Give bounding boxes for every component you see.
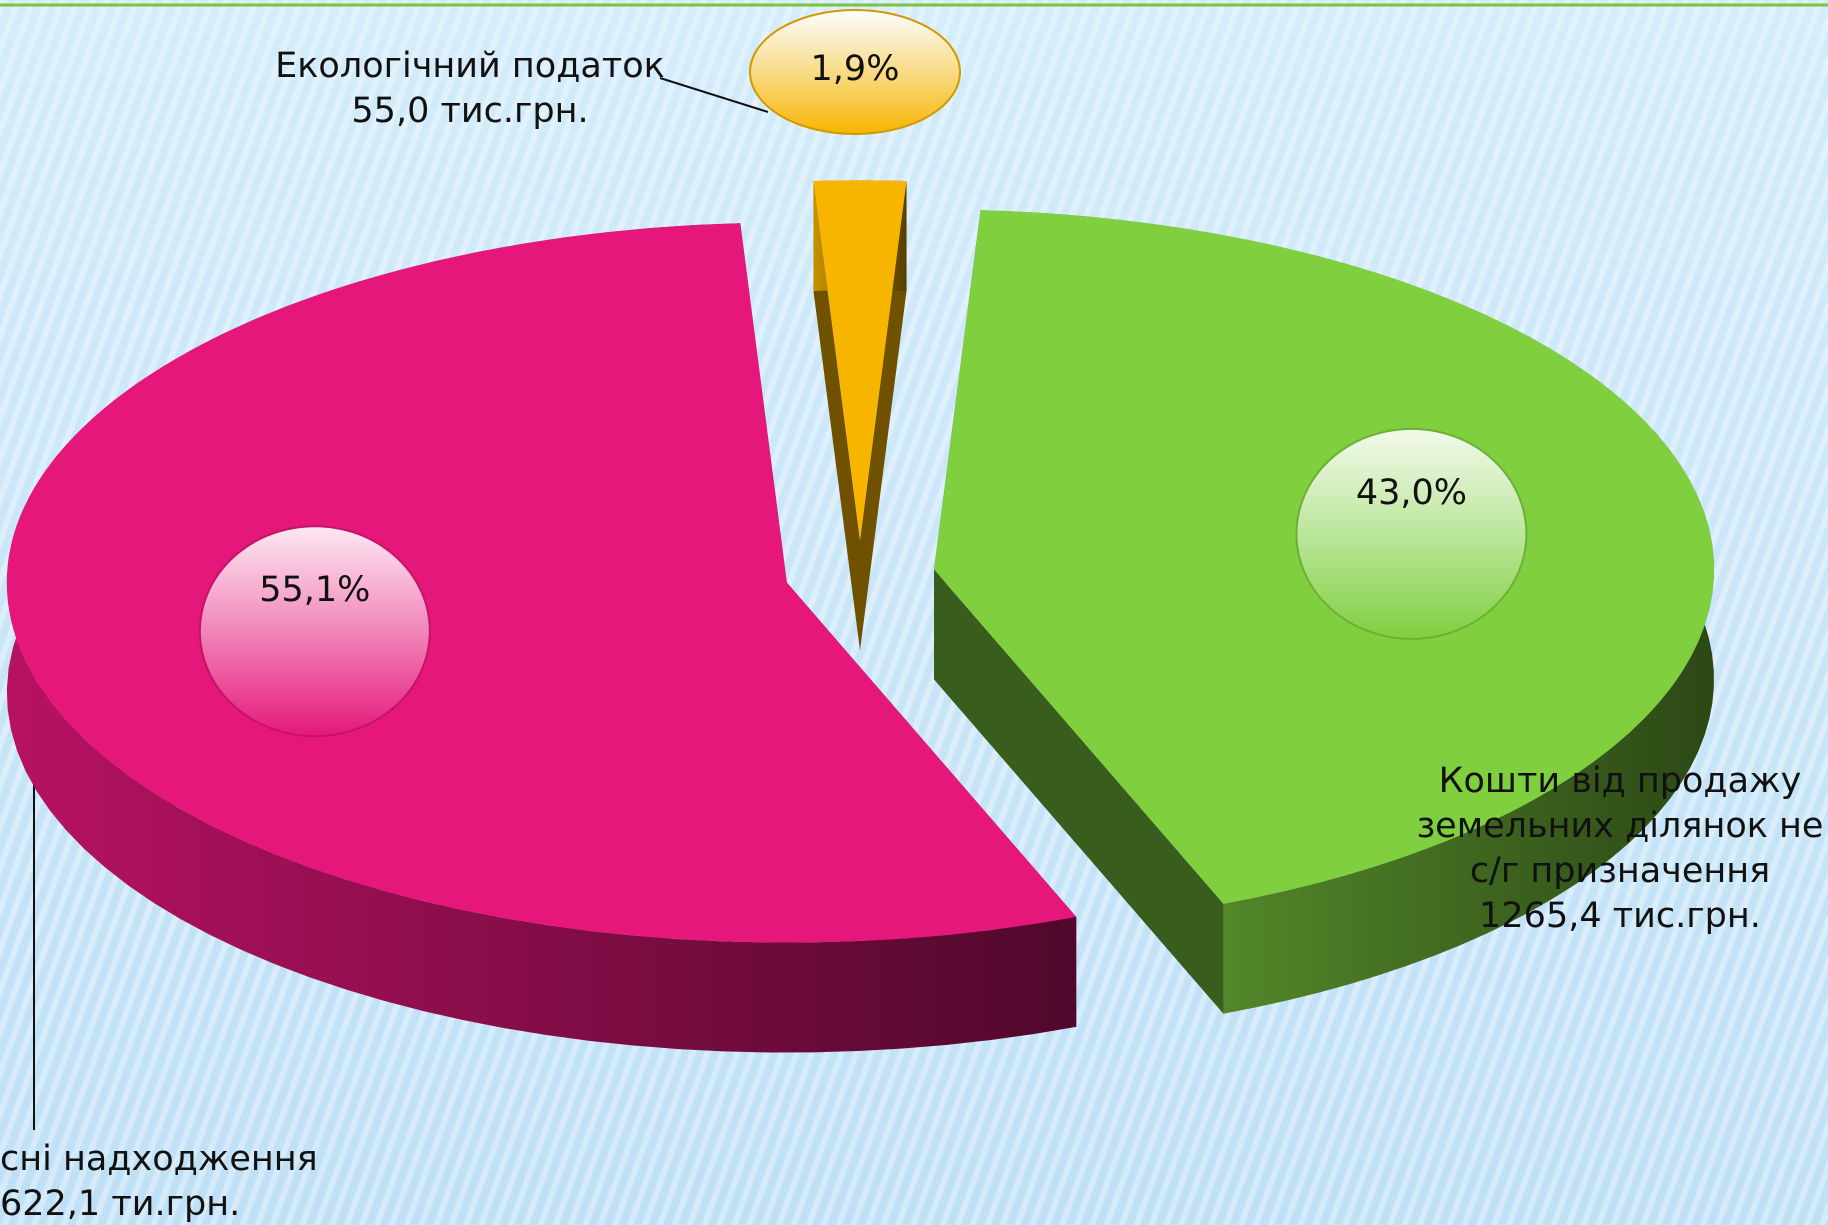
pie: 1,9% 43,0% 55,1%: [6, 9, 1715, 1053]
pie-slice: 43,0%: [934, 210, 1715, 1014]
leader-line: [659, 77, 769, 113]
value-label: 55,1%: [259, 570, 370, 610]
slice-wall: [934, 569, 1224, 1014]
category-label: Кошти від продажу: [1439, 761, 1802, 801]
category-label: сні надходження: [0, 1139, 318, 1179]
value-label: 43,0%: [1356, 473, 1467, 513]
slice-wall: [813, 181, 860, 651]
value-bubble: [198, 525, 431, 738]
category-label: 622,1 ти.грн.: [0, 1184, 240, 1224]
value-label: 1,9%: [811, 49, 900, 89]
slice-top: [6, 223, 1077, 943]
slice-wall: [860, 181, 907, 651]
labels: Екологічний податок 55,0 тис.грн. Кошти ві…: [0, 46, 1823, 1224]
category-label: 1265,4 тис.грн.: [1479, 896, 1761, 936]
value-bubble: [749, 9, 961, 135]
category-label: 55,0 тис.грн.: [351, 91, 588, 131]
category-label: Екологічний податок: [275, 46, 665, 86]
value-bubble: [1295, 427, 1528, 640]
pie-slice: 1,9%: [749, 9, 961, 651]
slice-top: [813, 180, 907, 541]
category-label: земельних ділянок не: [1417, 806, 1824, 846]
pie-slice: 55,1%: [6, 223, 1077, 1053]
category-label: с/г призначення: [1470, 851, 1770, 891]
slice-side: [6, 223, 1077, 1053]
